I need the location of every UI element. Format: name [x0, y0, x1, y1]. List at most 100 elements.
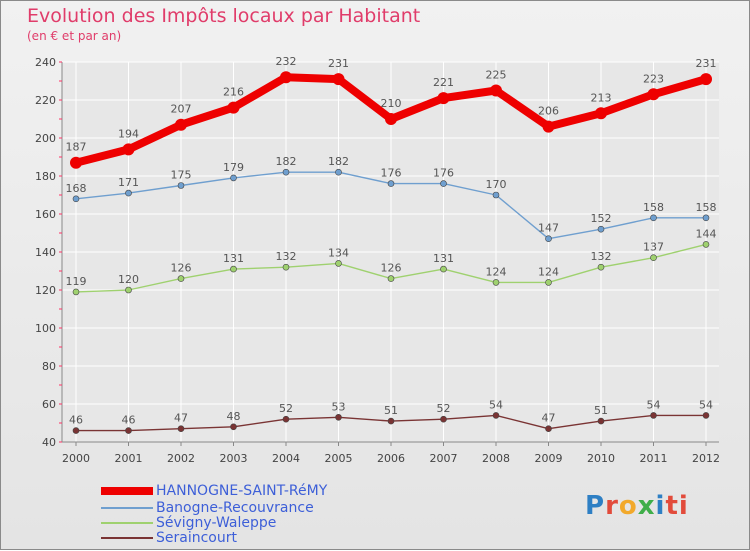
data-label: 132 [591, 250, 612, 263]
data-point [650, 214, 657, 222]
data-label: 51 [384, 404, 398, 417]
data-label: 213 [591, 91, 612, 104]
data-point [227, 101, 240, 114]
data-label: 171 [118, 176, 139, 189]
data-label: 210 [381, 97, 402, 110]
data-point [545, 235, 552, 242]
data-point [492, 412, 500, 419]
data-point [702, 241, 710, 248]
data-label: 134 [328, 246, 349, 259]
data-point [437, 92, 450, 105]
data-label: 221 [433, 76, 454, 89]
data-label: 54 [647, 398, 661, 411]
data-point [597, 417, 605, 425]
data-label: 194 [118, 127, 139, 140]
data-label: 52 [279, 402, 293, 415]
data-point [125, 286, 132, 294]
legend-item-hannogne: HANNOGNE-SAINT-RéMY [101, 483, 327, 499]
data-label: 54 [489, 398, 503, 411]
legend-label-hannogne: HANNOGNE-SAINT-RéMY [156, 483, 328, 499]
data-label: 124 [538, 265, 559, 278]
data-point [282, 415, 290, 423]
data-label: 176 [433, 167, 454, 180]
y-tick-label: 60 [42, 398, 56, 411]
data-point [595, 107, 607, 120]
legend-label-seraincourt: Seraincourt [156, 530, 237, 546]
legend-label-sevigny: Sévigny-Waleppe [156, 515, 277, 531]
data-point [177, 425, 185, 433]
data-label: 158 [696, 201, 717, 214]
data-point [387, 180, 395, 187]
y-tick-label: 180 [35, 170, 56, 183]
y-tick-label: 240 [35, 56, 56, 69]
data-point [647, 88, 660, 101]
data-label: 187 [66, 141, 87, 154]
data-label: 131 [433, 252, 454, 265]
y-tick-label: 40 [42, 436, 56, 449]
data-label: 46 [122, 414, 136, 427]
data-point [70, 156, 82, 169]
legend-label-banogne: Banogne-Recouvrance [156, 500, 314, 516]
data-point [332, 73, 345, 86]
x-tick-label: 2008 [482, 452, 510, 465]
data-point [702, 214, 710, 222]
data-point [335, 260, 342, 267]
data-point [230, 423, 237, 431]
data-point [335, 413, 342, 421]
data-point [492, 191, 500, 199]
data-point [282, 263, 290, 271]
data-point [700, 73, 712, 86]
data-label: 52 [437, 402, 451, 415]
data-label: 225 [486, 69, 507, 82]
chart-title: Evolution des Impôts locaux par Habitant [27, 5, 421, 27]
data-label: 120 [118, 273, 139, 286]
data-point [597, 225, 605, 233]
y-tick-label: 160 [35, 208, 56, 221]
data-label: 126 [381, 262, 402, 275]
data-label: 176 [381, 167, 402, 180]
y-tick-label: 140 [35, 246, 56, 259]
data-label: 170 [486, 178, 507, 191]
legend-swatch-hannogne [101, 487, 153, 495]
legend-item-banogne: Banogne-Recouvrance [101, 500, 314, 516]
data-point [542, 120, 555, 133]
x-tick-label: 2002 [167, 452, 195, 465]
x-tick-label: 2009 [535, 452, 563, 465]
x-tick-label: 2012 [692, 452, 720, 465]
data-point [545, 279, 552, 286]
data-point [280, 71, 292, 84]
data-label: 131 [223, 252, 244, 265]
data-label: 124 [486, 265, 507, 278]
data-label: 175 [171, 169, 192, 182]
proxiti-logo: Proxiti [585, 491, 689, 521]
data-label: 147 [538, 222, 559, 235]
data-label: 232 [276, 55, 297, 68]
data-point [335, 168, 342, 176]
data-label: 231 [328, 57, 349, 70]
y-tick-label: 120 [35, 284, 56, 297]
data-point [72, 195, 80, 203]
legend-item-seraincourt: Seraincourt [101, 530, 237, 546]
data-label: 152 [591, 212, 612, 225]
data-point [650, 412, 657, 419]
data-label: 126 [171, 262, 192, 275]
data-label: 119 [66, 275, 87, 288]
data-label: 223 [643, 72, 664, 85]
data-point [387, 275, 395, 282]
data-label: 53 [332, 400, 346, 413]
data-point [72, 288, 80, 296]
y-tick-label: 100 [35, 322, 56, 335]
data-label: 47 [174, 412, 188, 425]
x-tick-label: 2005 [325, 452, 353, 465]
data-point [72, 427, 80, 434]
legend-swatch-sevigny [101, 522, 153, 524]
data-point [490, 84, 502, 97]
data-label: 168 [66, 182, 87, 195]
data-label: 207 [171, 103, 192, 116]
data-point [282, 168, 290, 176]
y-tick-label: 80 [42, 360, 56, 373]
data-label: 182 [276, 155, 297, 168]
legend-swatch-seraincourt [101, 537, 153, 539]
